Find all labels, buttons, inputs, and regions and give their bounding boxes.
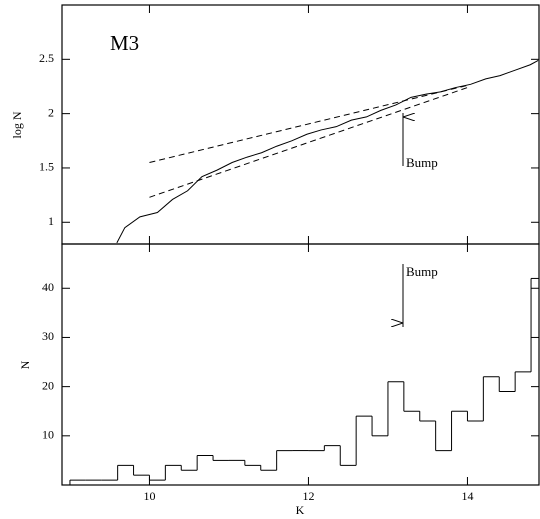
y-tick-label: 1.5: [39, 160, 54, 174]
y-axis-label: N: [18, 360, 32, 369]
x-tick-label: 14: [461, 489, 473, 503]
y-tick-label: 2: [48, 105, 54, 119]
y-tick-label: 1: [48, 214, 54, 228]
annotation: Bump: [406, 264, 438, 279]
plot-area: [116, 59, 539, 244]
x-axis-label: K: [296, 503, 305, 517]
x-tick-label: 10: [143, 489, 155, 503]
bottom-frame: [61, 243, 540, 486]
y-axis-label: log N: [10, 111, 24, 138]
y-tick-label: 30: [42, 329, 54, 343]
line: [149, 87, 468, 198]
y-tick-label: 20: [42, 378, 54, 392]
line: [116, 59, 539, 244]
line: [149, 84, 468, 164]
y-tick-label: 2.5: [39, 51, 54, 65]
plot-area: [69, 277, 539, 485]
y-tick-label: 40: [42, 280, 54, 294]
panel-title: M3: [110, 31, 139, 55]
y-tick-label: 10: [42, 428, 54, 442]
x-tick-label: 12: [302, 489, 314, 503]
annotation: Bump: [406, 155, 438, 170]
